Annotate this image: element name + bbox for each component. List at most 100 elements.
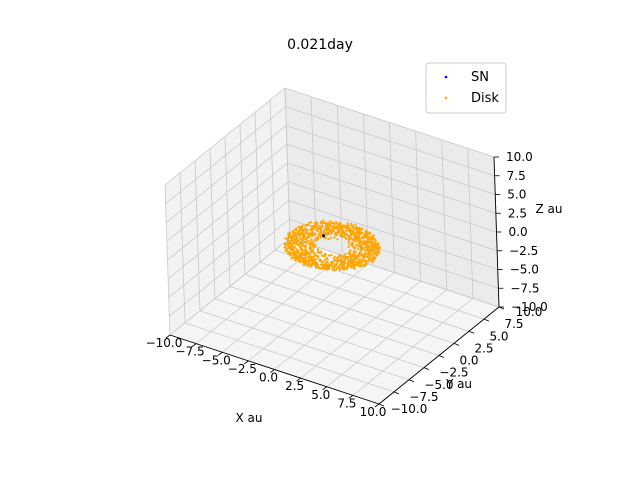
disk-point — [326, 232, 329, 235]
disk-point — [367, 254, 370, 258]
disk-point — [345, 226, 348, 229]
disk-point — [324, 265, 327, 268]
disk-point — [300, 240, 303, 243]
disk-point — [358, 260, 361, 264]
disk-point — [316, 248, 319, 251]
disk-point — [312, 231, 315, 234]
disk-point — [297, 254, 300, 257]
disk-point — [371, 261, 374, 264]
disk-point — [297, 229, 300, 232]
disk-point — [323, 258, 327, 261]
disk-point — [347, 224, 350, 227]
disk-point — [289, 248, 292, 251]
disk-point — [300, 253, 303, 256]
disk-point — [285, 247, 289, 250]
disk-point — [359, 239, 362, 242]
disk-point — [322, 219, 325, 222]
disk-point — [363, 254, 366, 257]
disk-point — [333, 255, 336, 258]
disk-point — [377, 243, 380, 246]
disk-point — [302, 257, 305, 260]
x-tick-mark — [191, 343, 197, 347]
disk-point — [336, 226, 339, 229]
disk-point — [289, 235, 292, 238]
disk-point — [305, 244, 308, 247]
disk-point — [372, 237, 375, 241]
disk-point — [352, 227, 355, 230]
disk-point — [322, 260, 325, 263]
disk-point — [371, 243, 374, 247]
disk-point — [364, 231, 368, 234]
disk-point — [330, 254, 333, 257]
disk-point — [361, 264, 364, 267]
disk-point — [299, 246, 302, 249]
axis-ticks: −10.0−10.0−10.0−7.5−7.5−7.5−5.0−5.0−5.0−… — [146, 150, 548, 419]
disk-point — [301, 242, 304, 245]
disk-point — [344, 258, 347, 261]
legend-box — [425, 62, 507, 114]
disk-point — [353, 232, 356, 235]
disk-point — [324, 227, 327, 230]
y-tick-mark — [438, 355, 445, 358]
z-axis-label: Z au — [536, 202, 563, 216]
disk-point — [294, 229, 298, 232]
disk-point — [293, 255, 296, 258]
disk-point — [337, 265, 341, 268]
disk-point — [333, 236, 336, 239]
disk-point — [377, 242, 380, 245]
disk-point — [372, 256, 375, 259]
x-tick-mark — [244, 360, 249, 365]
disk-point — [309, 228, 312, 231]
disk-point — [305, 261, 308, 264]
disk-point — [362, 264, 366, 267]
disk-point — [320, 220, 323, 223]
grid-line-y — [269, 100, 276, 251]
disk-point — [332, 230, 335, 233]
z-tick-label: −2.5 — [509, 244, 538, 258]
disk-point — [353, 239, 356, 242]
disk-point — [319, 234, 322, 237]
disk-point — [301, 244, 304, 247]
disk-point — [307, 259, 310, 262]
disk-point — [316, 262, 319, 265]
disk-point — [347, 245, 350, 248]
disk-point — [311, 255, 315, 258]
x-tick-label: −2.5 — [228, 362, 257, 376]
z-tick-label: −7.5 — [510, 281, 539, 295]
disk-point — [368, 247, 371, 250]
grid-line-z — [166, 143, 288, 242]
disk-point — [283, 242, 286, 246]
disk-point — [378, 246, 381, 249]
disk-point — [355, 244, 359, 247]
z-tick-label: −5.0 — [510, 263, 539, 277]
disk-point — [327, 254, 331, 257]
disk-point — [319, 267, 322, 270]
y-tick-mark — [453, 343, 460, 346]
disk-point — [356, 228, 359, 231]
disk-point — [355, 231, 359, 234]
disk-point — [312, 251, 315, 254]
disk-point — [344, 256, 347, 259]
disk-point — [286, 237, 289, 241]
disk-point — [368, 257, 371, 260]
disk-point — [374, 239, 377, 242]
x-tick-mark — [218, 351, 223, 356]
disk-point — [372, 240, 376, 243]
disk-point — [288, 233, 291, 236]
disk-point — [302, 234, 305, 237]
disk-point — [305, 241, 308, 244]
x-tick-label: −7.5 — [176, 345, 205, 359]
disk-point — [358, 243, 361, 246]
disk-point — [368, 244, 371, 247]
legend-label-disk: Disk — [471, 91, 499, 106]
disk-point — [316, 264, 319, 268]
disk-point — [325, 224, 328, 227]
disk-point — [295, 243, 298, 246]
x-tick-mark — [374, 403, 380, 408]
disk-point — [353, 260, 356, 263]
z-tick-label: 7.5 — [507, 169, 526, 183]
disk-point — [302, 264, 305, 267]
disk-point — [335, 222, 338, 225]
disk-point — [316, 256, 320, 259]
